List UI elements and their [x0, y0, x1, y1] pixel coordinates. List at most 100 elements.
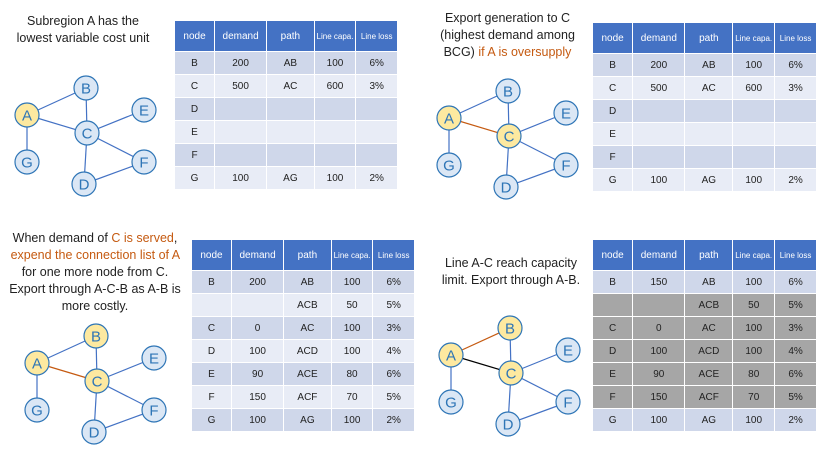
table-row: C 500 AC 600 3%	[591, 76, 817, 100]
node-label-b: B	[81, 81, 91, 98]
cell-path	[684, 145, 734, 169]
cell-path: AC	[684, 316, 734, 340]
cell-cap: 100	[313, 51, 357, 75]
node-c	[84, 368, 110, 394]
cell-path: ACF	[283, 385, 332, 409]
col-header-cap: Line capa.	[313, 20, 357, 52]
cell-path: AB	[684, 270, 734, 294]
caption-part: for one more node from C. Export through…	[9, 265, 181, 313]
table-row: B 200 AB 100 6%	[190, 270, 415, 294]
panel-2-caption: Export generation to C (highest demand a…	[425, 10, 590, 61]
node-a	[436, 105, 462, 131]
table-row: ACB 50 5%	[591, 293, 817, 317]
col-header-cap: Line capa.	[732, 22, 776, 54]
cell-demand: 500	[632, 76, 686, 100]
cell-path: AB	[684, 53, 734, 77]
cell-cap: 50	[330, 293, 374, 317]
cell-demand: 90	[231, 362, 285, 386]
cell-loss: 5%	[372, 293, 415, 317]
node-label-a: A	[22, 108, 32, 125]
node-c	[74, 120, 100, 146]
cell-demand: 100	[632, 339, 686, 363]
cell-path: AG	[684, 168, 734, 192]
col-header-node: node	[190, 239, 233, 271]
cell-path	[266, 97, 315, 121]
node-label-d: D	[79, 177, 90, 194]
table-row: B 200 AB 100 6%	[173, 51, 398, 75]
panel-3-table: node demand path Line capa. Line loss B 200 AB 1…	[190, 239, 415, 432]
cell-loss: 6%	[774, 270, 817, 294]
node-c	[498, 360, 524, 386]
cell-path: AG	[283, 408, 332, 432]
cell-loss: 2%	[355, 166, 398, 190]
table-row: G 100 AG 100 2%	[591, 408, 817, 432]
cell-path: AB	[266, 51, 315, 75]
node-label-c: C	[504, 129, 515, 146]
cell-demand: 150	[231, 385, 285, 409]
node-label-d: D	[503, 417, 514, 434]
cell-node: G	[190, 408, 233, 432]
cell-cap: 600	[732, 76, 776, 100]
cell-cap: 100	[732, 270, 776, 294]
cell-node: F	[591, 385, 634, 409]
cell-cap: 100	[330, 270, 374, 294]
col-header-node: node	[173, 20, 216, 52]
cell-loss: 4%	[372, 339, 415, 363]
node-a	[14, 102, 40, 128]
cell-cap: 70	[732, 385, 776, 409]
cell-node: C	[190, 316, 233, 340]
header-row: node demand path Line capa. Line loss	[173, 20, 398, 52]
node-g	[436, 152, 462, 178]
cell-cap: 70	[330, 385, 374, 409]
col-header-cap: Line capa.	[732, 239, 776, 271]
cell-demand	[632, 99, 686, 123]
cell-path: AC	[266, 74, 315, 98]
caption-part: Export generation to C (highest demand a…	[440, 11, 575, 59]
cell-cap: 600	[313, 74, 357, 98]
node-label-e: E	[561, 106, 571, 123]
node-label-f: F	[561, 158, 570, 175]
panel-4-caption: Line A-C reach capacity limit. Export th…	[432, 255, 590, 289]
cell-path	[684, 122, 734, 146]
cell-node: E	[591, 362, 634, 386]
cell-loss: 6%	[372, 362, 415, 386]
panel-1-table: node demand path Line capa. Line loss B 200 AB 1…	[173, 20, 398, 190]
node-g	[24, 397, 50, 423]
table-row: D 100 ACD 100 4%	[591, 339, 817, 363]
caption-part: C is served	[111, 231, 174, 245]
cell-cap	[732, 99, 776, 123]
cell-loss: 4%	[774, 339, 817, 363]
cell-node: F	[591, 145, 634, 169]
cell-node: C	[591, 316, 634, 340]
node-label-g: G	[21, 155, 33, 172]
node-label-g: G	[445, 395, 457, 412]
caption-part: ,	[173, 231, 178, 245]
cell-demand: 100	[632, 408, 686, 432]
node-label-f: F	[139, 155, 148, 172]
node-label-g: G	[443, 158, 455, 175]
node-f	[553, 152, 579, 178]
cell-node: D	[190, 339, 233, 363]
node-label-c: C	[92, 374, 103, 391]
panel-1-caption: Subregion A has the lowest variable cost…	[8, 13, 158, 47]
node-b	[495, 78, 521, 104]
caption-part: Subregion A has the lowest variable cost…	[16, 14, 150, 45]
table-row: F 150 ACF 70 5%	[591, 385, 817, 409]
cell-node: B	[173, 51, 216, 75]
cell-demand: 100	[632, 168, 686, 192]
cell-loss: 3%	[774, 316, 817, 340]
cell-loss	[355, 97, 398, 121]
cell-node: F	[173, 143, 216, 167]
cell-node: G	[591, 168, 634, 192]
cell-path: ACB	[684, 293, 734, 317]
cell-demand: 100	[214, 166, 268, 190]
cell-loss: 3%	[355, 74, 398, 98]
node-b	[73, 75, 99, 101]
cell-demand: 90	[632, 362, 686, 386]
cell-path: ACE	[684, 362, 734, 386]
cell-node: E	[591, 122, 634, 146]
node-e	[553, 100, 579, 126]
